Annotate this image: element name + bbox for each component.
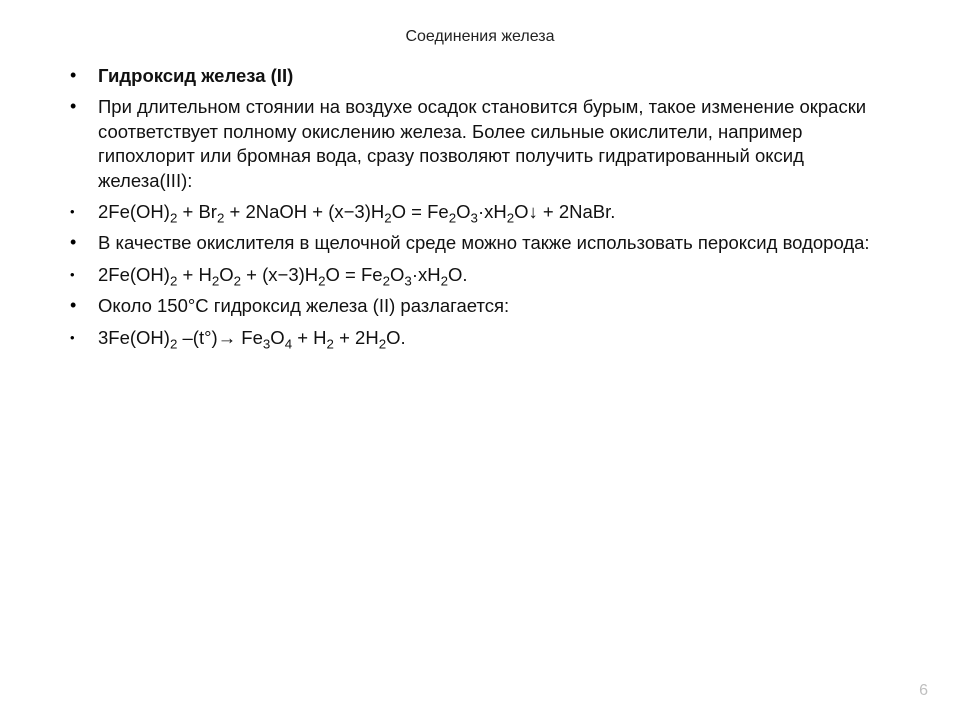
- list-item-heading: Гидроксид железа (II): [60, 64, 900, 88]
- list-item: Около 150°С гидроксид железа (II) разлаг…: [60, 294, 900, 318]
- slide: Соединения железа Гидроксид железа (II) …: [0, 0, 960, 720]
- slide-title: Соединения железа: [60, 28, 900, 46]
- heading-text: Гидроксид железа (II): [98, 65, 293, 86]
- bullet-list: Гидроксид железа (II) При длительном сто…: [60, 64, 900, 350]
- list-item: При длительном стоянии на воздухе осадок…: [60, 95, 900, 193]
- formula-text: 2Fe(OH)2 + H2O2 + (x−3)H2O = Fe2O3·xH2O.: [98, 264, 468, 285]
- formula-text: 2Fe(OH)2 + Br2 + 2NaOH + (x−3)H2O = Fe2O…: [98, 201, 615, 222]
- body-text: В качестве окислителя в щелочной среде м…: [98, 232, 870, 253]
- body-text: Около 150°С гидроксид железа (II) разлаг…: [98, 295, 509, 316]
- list-item: В качестве окислителя в щелочной среде м…: [60, 231, 900, 255]
- list-item-formula: 2Fe(OH)2 + H2O2 + (x−3)H2O = Fe2O3·xH2O.: [60, 263, 900, 287]
- body-text: При длительном стоянии на воздухе осадок…: [98, 96, 866, 190]
- formula-text: 3Fe(OH)2 –(t°)→ Fe3O4 + H2 + 2H2O.: [98, 327, 406, 348]
- page-number: 6: [919, 682, 928, 700]
- list-item-formula: 2Fe(OH)2 + Br2 + 2NaOH + (x−3)H2O = Fe2O…: [60, 200, 900, 224]
- list-item-formula: 3Fe(OH)2 –(t°)→ Fe3O4 + H2 + 2H2O.: [60, 326, 900, 350]
